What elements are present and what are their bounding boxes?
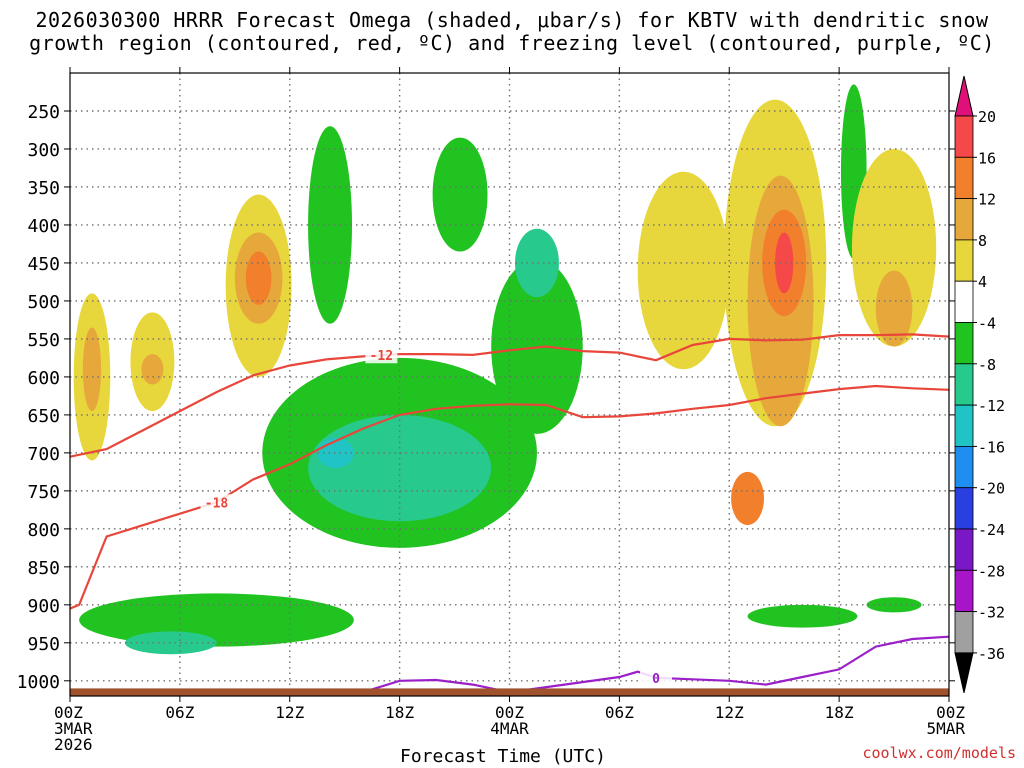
x-tick-label-8: 00Z xyxy=(936,703,965,722)
omega-region-darkorange-10z xyxy=(245,251,272,305)
colorbar-label: -12 xyxy=(978,397,1005,415)
y-tick-label-650: 650 xyxy=(27,406,60,427)
site-credit: coolwx.com/models xyxy=(862,744,1016,762)
colorbar-label: 8 xyxy=(978,232,987,250)
y-tick-label-700: 700 xyxy=(27,444,60,465)
colorbar-label: -8 xyxy=(978,356,996,374)
colorbar-bin xyxy=(954,280,974,323)
contour-minus-18-isotherm xyxy=(70,384,949,610)
colorbar-bin xyxy=(954,239,974,282)
colorbar-bin xyxy=(954,115,974,158)
x-axis-label: Forecast Time (UTC) xyxy=(400,746,606,767)
contour-label-zero-isotherm: 0 xyxy=(652,672,660,687)
x-tick-label-6: 12Z xyxy=(715,703,744,722)
colorbar-bin xyxy=(954,322,974,365)
omega-region-yellow-22z4 xyxy=(851,148,937,347)
y-tick-label-400: 400 xyxy=(27,216,60,237)
omega-region-teal-mid xyxy=(308,414,492,522)
y-tick-label-500: 500 xyxy=(27,292,60,313)
x-year-label: 2026 xyxy=(54,735,93,754)
x-date-label: 5MAR xyxy=(926,719,965,738)
colorbar-bin xyxy=(954,487,974,530)
chart-title-line-1: 2026030300 HRRR Forecast Omega (shaded, … xyxy=(35,8,989,32)
omega-region-green-12z4-low xyxy=(747,604,858,628)
y-tick-label-950: 950 xyxy=(27,634,60,655)
omega-region-teal-low xyxy=(124,631,217,655)
contour-minus-12-isotherm xyxy=(70,333,949,458)
y-tick-label-750: 750 xyxy=(27,482,60,503)
colorbar-label: -4 xyxy=(978,315,996,333)
contour-zero-isotherm xyxy=(362,635,949,694)
x-tick-label-5: 06Z xyxy=(605,703,634,722)
y-tick-label-900: 900 xyxy=(27,596,60,617)
contour-label-bg xyxy=(200,494,233,511)
colorbar-bin xyxy=(954,611,974,654)
omega-region-orange-22z4 xyxy=(875,270,913,347)
colorbar-label: 20 xyxy=(978,108,996,126)
y-tick-label-250: 250 xyxy=(27,102,60,123)
omega-region-yellow-08z4 xyxy=(637,171,730,370)
y-tick-label-450: 450 xyxy=(27,254,60,275)
contour-label-minus-12-isotherm: -12 xyxy=(370,349,393,364)
y-tick-label-300: 300 xyxy=(27,140,60,161)
x-tick-label-3: 18Z xyxy=(385,703,414,722)
pressure-axis: 250 300 350 400 450 500 550 600 650 700 750 800 850 9… xyxy=(17,102,955,693)
colorbar: 20 16 12 8 4 -4 -8 -12 -16 -20 -24 -28 -32 -36 xyxy=(954,75,1005,694)
colorbar-bin xyxy=(954,445,974,489)
y-tick-label-550: 550 xyxy=(27,330,60,351)
x-date-label: 3MAR xyxy=(54,719,93,738)
x-tick-label-0: 00Z xyxy=(54,703,83,722)
y-tick-label-850: 850 xyxy=(27,558,60,579)
colorbar-label: -28 xyxy=(978,562,1005,580)
chart-title-line-2: growth region (contoured, red, ºC) and f… xyxy=(29,31,995,55)
colorbar-bin xyxy=(954,404,974,447)
colorbar-label: -36 xyxy=(978,645,1005,663)
x-date-label: 4MAR xyxy=(490,719,529,738)
omega-region-green-low xyxy=(79,593,354,647)
y-tick-label-600: 600 xyxy=(27,368,60,389)
x-tick-label-4: 00Z xyxy=(495,703,524,722)
omega-region-darkorange-13z4 xyxy=(731,471,765,526)
x-tick-label-2: 12Z xyxy=(275,703,304,722)
colorbar-label: 4 xyxy=(978,273,987,291)
omega-region-green-21z4-low xyxy=(866,597,922,613)
colorbar-label: -32 xyxy=(978,604,1005,622)
x-tick-label-7: 18Z xyxy=(825,703,854,722)
colorbar-label: -16 xyxy=(978,438,1005,456)
colorbar-label: -20 xyxy=(978,480,1005,498)
colorbar-bin xyxy=(954,363,974,406)
contour-label-bg xyxy=(640,669,672,686)
y-tick-label-350: 350 xyxy=(27,178,60,199)
ground-surface xyxy=(70,688,949,696)
omega-region-orange-04z xyxy=(141,354,164,385)
omega-region-teal-00z4 xyxy=(514,228,559,298)
omega-region-red-15z4 xyxy=(775,232,794,294)
colorbar-label: 16 xyxy=(978,149,996,167)
colorbar-bin xyxy=(954,198,974,241)
colorbar-label: -24 xyxy=(978,521,1005,539)
x-tick-label-1: 06Z xyxy=(165,703,194,722)
colorbar-label: 12 xyxy=(978,191,996,209)
contour-label-minus-18-isotherm: -18 xyxy=(205,496,229,511)
y-tick-label-800: 800 xyxy=(27,520,60,541)
y-tick-label-1000: 1000 xyxy=(17,672,60,693)
contour-label-bg xyxy=(365,347,398,364)
colorbar-top-arrow xyxy=(954,75,974,117)
colorbar-bottom-arrow xyxy=(954,652,974,694)
colorbar-bin xyxy=(954,569,974,612)
omega-region-green-14z xyxy=(308,126,353,324)
colorbar-bin xyxy=(954,156,974,200)
colorbar-bin xyxy=(954,528,974,571)
ground-bar xyxy=(70,688,949,696)
temperature-contours: -12 -18 0 xyxy=(70,333,949,694)
omega-region-green-21z xyxy=(432,137,488,252)
omega-region-orange-00z xyxy=(82,327,102,412)
